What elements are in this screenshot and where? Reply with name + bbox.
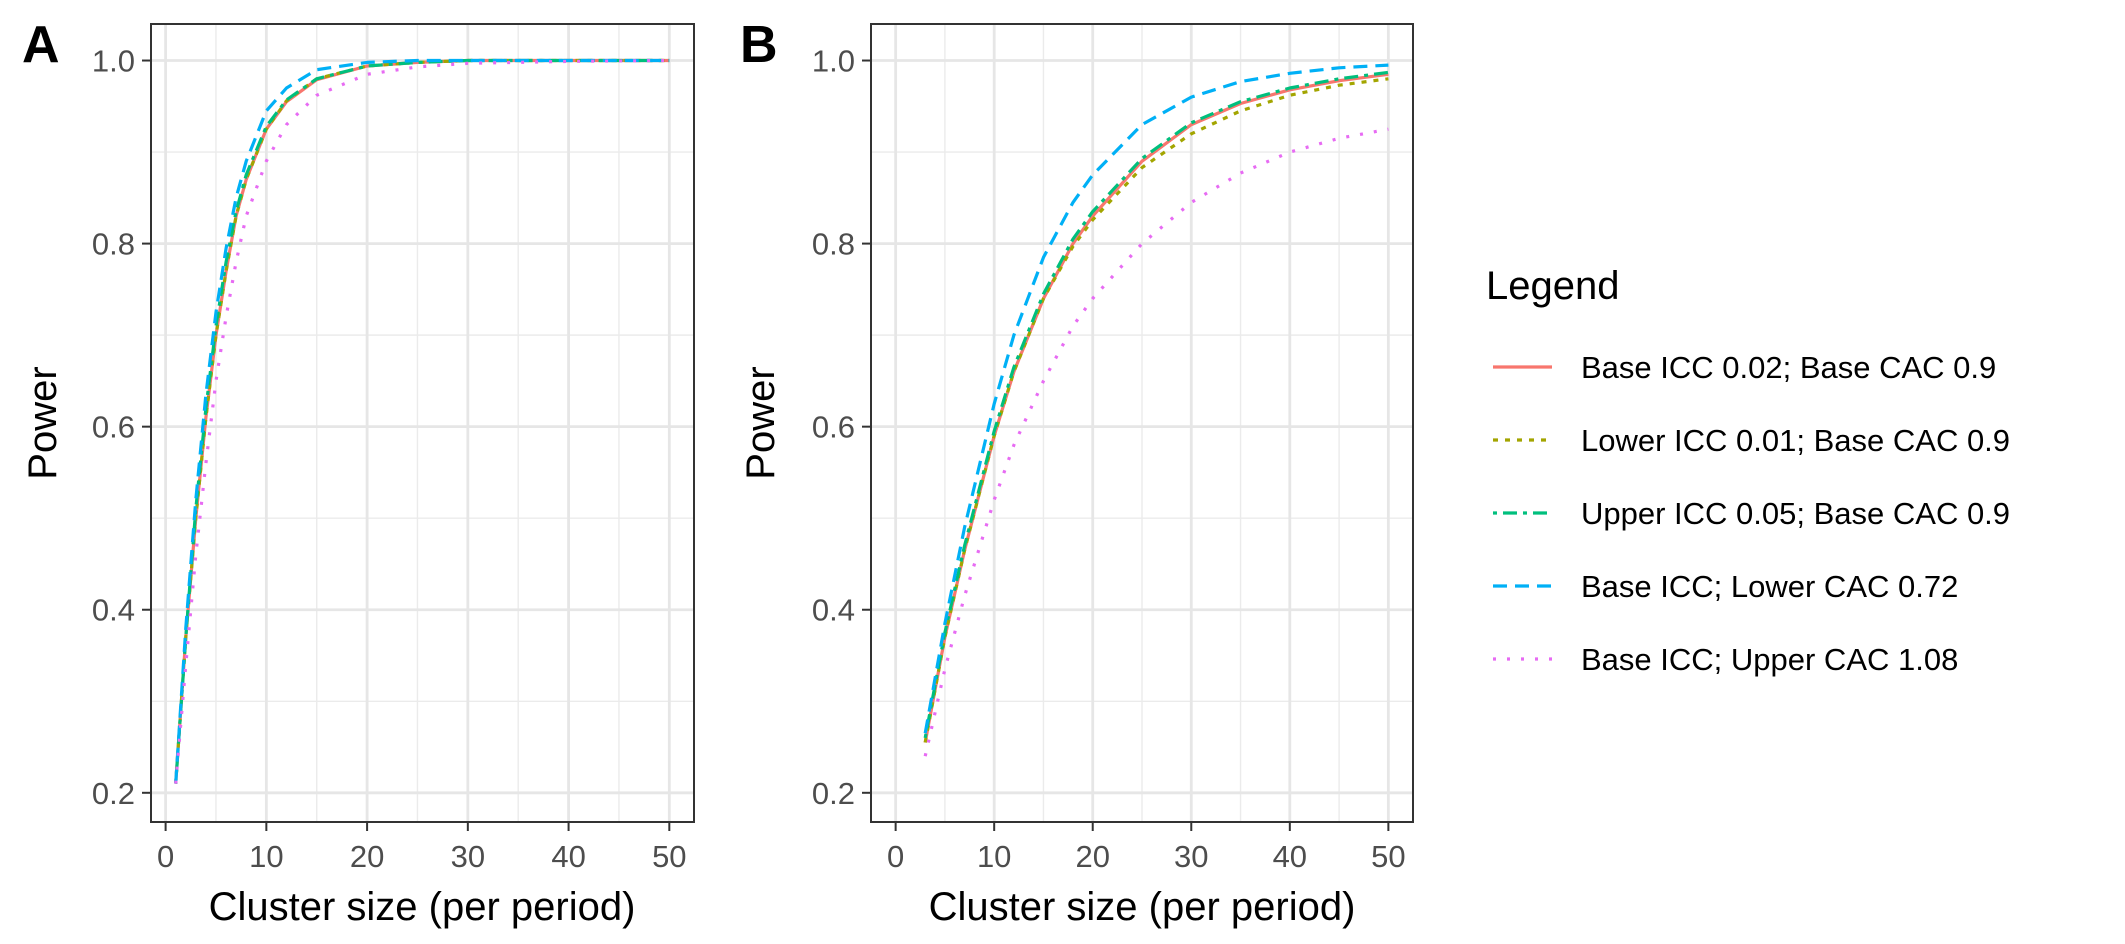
legend-label: Upper ICC 0.05; Base CAC 0.9	[1581, 496, 2010, 531]
panel-a-x-tick-label: 0	[157, 839, 174, 874]
legend-entry: Base ICC 0.02; Base CAC 0.9	[1493, 350, 1996, 385]
legend: Legend Base ICC 0.02; Base CAC 0.9 Lower…	[1486, 264, 2010, 677]
panel-b-y-tick-label: 0.6	[812, 410, 855, 445]
panel-b-x-axis-title: Cluster size (per period)	[929, 885, 1356, 929]
legend-label: Base ICC; Lower CAC 0.72	[1581, 569, 1958, 604]
panel-b-y-tick-label: 0.2	[812, 776, 855, 811]
panel-b-y-tick-label: 0.8	[812, 227, 855, 262]
panel-a-plot-frame	[150, 23, 695, 823]
panel-b-x-tick-label: 20	[1075, 839, 1109, 874]
panel-a-y-tick-label: 0.4	[92, 593, 135, 628]
panel-a: A 0 10 20 30 40 50 0.2 0.4 0.6 0.8 1.0 Cluster siz…	[21, 16, 695, 929]
panel-b-x-tick-label: 0	[887, 839, 904, 874]
legend-entry: Base ICC; Lower CAC 0.72	[1493, 569, 1958, 604]
panel-b-label: B	[740, 16, 778, 74]
panel-a-y-axis-title: Power	[21, 366, 65, 479]
panel-a-y-tick-label: 0.2	[92, 776, 135, 811]
panel-a-x-tick-label: 20	[350, 839, 384, 874]
legend-label: Lower ICC 0.01; Base CAC 0.9	[1581, 423, 2010, 458]
panel-a-x-tick-label: 40	[551, 839, 585, 874]
panel-b-x-tick-label: 40	[1273, 839, 1307, 874]
panel-a-label: A	[22, 16, 60, 74]
panel-a-x-tick-label: 50	[652, 839, 686, 874]
panel-b-plot-frame	[870, 23, 1414, 823]
panel-a-x-axis-title: Cluster size (per period)	[209, 885, 636, 929]
panel-b-x-tick-label: 10	[977, 839, 1011, 874]
panel-a-y-tick-label: 1.0	[92, 44, 135, 79]
panel-a-series-line-4	[174, 58, 670, 784]
legend-entry: Upper ICC 0.05; Base CAC 0.9	[1493, 496, 2010, 531]
panel-b-series-line-5	[923, 127, 1389, 757]
panel-b-x-tick-label: 50	[1371, 839, 1405, 874]
legend-label: Base ICC; Upper CAC 1.08	[1581, 642, 1958, 677]
legend-title: Legend	[1486, 264, 1619, 308]
panel-b: B 0 10 20 30 40 50 0.2 0.4 0.6 0.8 1.0 Cluster siz…	[739, 16, 1414, 929]
panel-b-y-axis-title: Power	[739, 366, 783, 479]
panel-a-series-line-3	[174, 58, 670, 784]
panel-b-y-tick-label: 1.0	[812, 44, 855, 79]
legend-label: Base ICC 0.02; Base CAC 0.9	[1581, 350, 1996, 385]
panel-a-y-tick-label: 0.6	[92, 410, 135, 445]
legend-entry: Base ICC; Upper CAC 1.08	[1493, 642, 1958, 677]
panel-b-series-line-4	[923, 63, 1389, 734]
panel-b-x-tick-label: 30	[1174, 839, 1208, 874]
panel-a-y-tick-label: 0.8	[92, 227, 135, 262]
panel-a-x-tick-label: 10	[249, 839, 283, 874]
panel-a-x-tick-label: 30	[451, 839, 485, 874]
legend-entry: Lower ICC 0.01; Base CAC 0.9	[1493, 423, 2010, 458]
panel-b-y-tick-label: 0.4	[812, 593, 855, 628]
